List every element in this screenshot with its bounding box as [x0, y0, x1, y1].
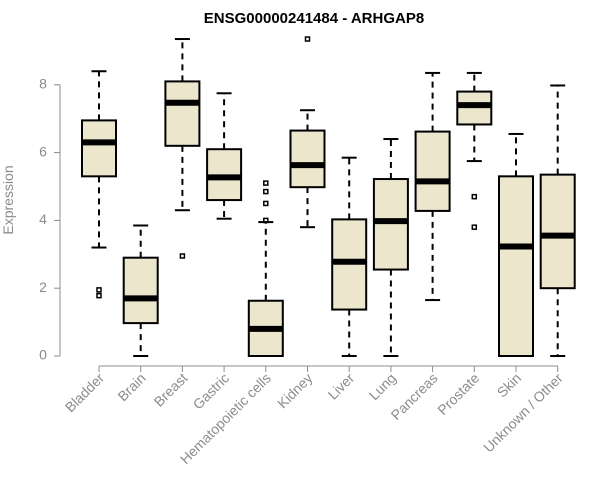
outlier-point — [96, 287, 102, 293]
box-group — [456, 71, 493, 230]
boxes-layer — [81, 36, 576, 358]
outlier-point — [263, 180, 269, 186]
outlier-point — [263, 188, 269, 195]
box-group — [331, 156, 368, 357]
iqr-box — [539, 173, 576, 290]
x-tick-label: Liver — [325, 370, 358, 403]
iqr-box — [122, 256, 159, 325]
outlier-point — [179, 253, 186, 259]
outlier-point — [263, 217, 269, 224]
outlier-point — [471, 224, 478, 230]
y-axis-label: Expression — [0, 165, 16, 234]
box-group — [372, 138, 409, 357]
x-tick-label: Brain — [114, 370, 148, 404]
box-group — [206, 92, 243, 220]
box-group — [122, 224, 159, 357]
outlier-point — [96, 292, 102, 299]
y-tick-label: 2 — [39, 279, 47, 295]
x-tick-label: Skin — [494, 370, 525, 401]
iqr-box — [498, 175, 534, 357]
iqr-box — [81, 119, 117, 178]
outlier-point — [304, 36, 311, 42]
iqr-box — [372, 178, 409, 271]
box-group — [247, 180, 284, 358]
x-tick-label: Bladder — [62, 370, 108, 416]
y-tick-label: 4 — [39, 211, 47, 227]
box-group — [289, 36, 326, 229]
iqr-box — [414, 130, 451, 212]
x-tick-label: Lung — [366, 370, 399, 403]
outlier-point — [471, 193, 478, 200]
x-tick-label: Kidney — [274, 370, 316, 412]
box-group — [164, 38, 201, 259]
x-tick-label: Prostate — [434, 370, 482, 418]
chart-title: ENSG00000241484 - ARHGAP8 — [204, 10, 424, 27]
y-tick-label: 6 — [39, 143, 47, 159]
y-tick-label: 0 — [39, 347, 47, 363]
iqr-box — [164, 80, 201, 147]
y-tick-label: 8 — [39, 76, 47, 92]
x-tick-label: Unknown / Other — [480, 370, 566, 456]
box-group — [498, 132, 534, 357]
iqr-box — [289, 129, 326, 189]
y-axis: 0 2 4 6 8 — [39, 76, 61, 363]
x-tick-label: Breast — [151, 370, 191, 410]
outlier-point — [263, 200, 269, 207]
box-group — [539, 84, 576, 357]
box-group — [81, 70, 117, 299]
box-group — [414, 71, 451, 302]
